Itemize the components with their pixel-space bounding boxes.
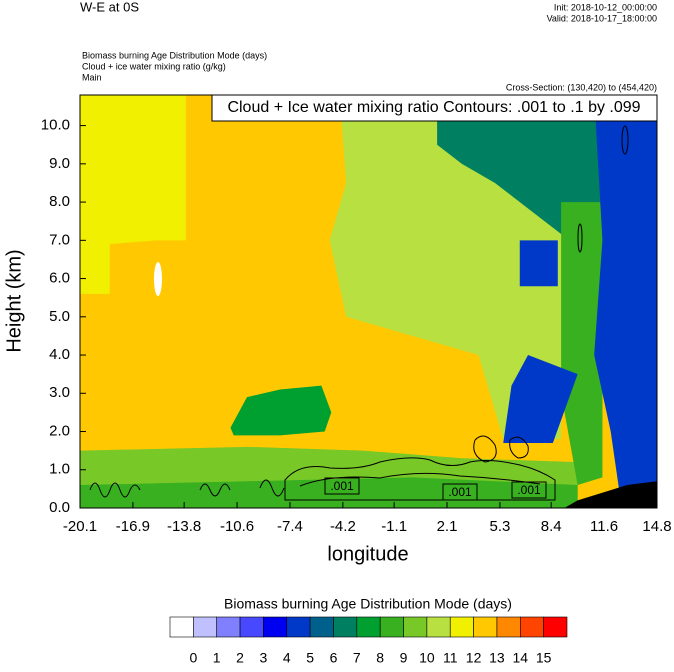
contour-line [199, 479, 285, 497]
x-tick-label: -16.9 [116, 518, 150, 535]
domain: Main [82, 72, 102, 82]
contour-label: .001 [330, 479, 354, 493]
colorbar-label: 10 [419, 650, 435, 666]
x-tick-label: 14.8 [642, 518, 671, 535]
contour-line [509, 436, 529, 459]
colorbar-label: 14 [513, 650, 529, 666]
cross-section: Cross-Section: (130,420) to (454,420) [506, 82, 657, 92]
contour-title: Cloud + Ice water mixing ratio Contours:… [227, 99, 640, 116]
contour-line [577, 223, 583, 253]
contour-title-box [211, 94, 658, 122]
y-tick-label: 7.0 [49, 231, 70, 248]
x-tick-label: 11.6 [590, 518, 618, 535]
colorbar-label: 6 [330, 650, 338, 666]
colorbar-box [216, 616, 241, 638]
y-tick-label: 10.0 [41, 117, 70, 134]
colorbar-box [426, 616, 451, 638]
contour-line [89, 482, 141, 498]
field [80, 95, 657, 508]
x-tick-label: -4.2 [330, 518, 356, 535]
colorbar-box [449, 616, 474, 638]
colorbar-label: 5 [306, 650, 314, 666]
colorbar-box [169, 616, 194, 638]
colorbar-box [379, 616, 404, 638]
colorbar-label: 2 [236, 650, 244, 666]
field-region [519, 240, 558, 287]
colorbar-label: 0 [189, 650, 197, 666]
colorbar-box [239, 616, 264, 638]
colorbar-title: Biomass burning Age Distribution Mode (d… [224, 596, 512, 612]
terrain [564, 481, 657, 508]
init-time: Init: 2018-10-12_00:00:00 [554, 2, 657, 12]
field-region [503, 355, 578, 443]
valid-time: Valid: 2018-10-17_18:00:00 [547, 13, 657, 23]
field-region [594, 95, 657, 508]
field-region [230, 385, 332, 436]
colorbar-box [543, 616, 568, 638]
chart-title: W-E at 0S [80, 0, 139, 14]
line-field: Cloud + ice water mixing ratio (g/kg) [82, 61, 226, 71]
colorbar-box [403, 616, 428, 638]
colorbar-box [286, 616, 311, 638]
colorbar-label: 11 [443, 650, 458, 666]
y-tick-label: 3.0 [49, 384, 70, 401]
x-tick-label: -7.4 [277, 518, 303, 535]
colorbar-box [193, 616, 218, 638]
colorbar-label: 3 [260, 650, 268, 666]
y-tick-label: 4.0 [49, 346, 70, 363]
contour-label: .001 [448, 485, 472, 499]
colorbar-box [356, 616, 381, 638]
x-tick-label: -10.6 [220, 518, 254, 535]
colorbar-box [473, 616, 498, 638]
fill-field: Biomass burning Age Distribution Mode (d… [82, 50, 267, 60]
contour-label-box [511, 481, 547, 499]
colorbar-label: 9 [400, 650, 408, 666]
x-tick-label: 2.1 [437, 518, 458, 535]
colorbar-label: 15 [536, 650, 552, 666]
y-tick-label: 8.0 [49, 193, 70, 210]
y-tick-label: 1.0 [49, 461, 70, 478]
contour-line [284, 457, 556, 501]
x-tick-label: 8.4 [541, 518, 562, 535]
colorbar-label: 13 [489, 650, 505, 666]
colorbar-box [519, 616, 544, 638]
y-tick-label: 9.0 [49, 155, 70, 172]
colorbar-label: 1 [213, 650, 221, 666]
contour-line [621, 125, 629, 155]
x-tick-label: -1.1 [381, 518, 407, 535]
colorbar-box [309, 616, 334, 638]
colorbar-box [496, 616, 521, 638]
contour-label-box [324, 477, 360, 495]
contour-label-box [442, 483, 478, 501]
y-tick-label: 5.0 [49, 308, 70, 325]
colorbar-box [333, 616, 358, 638]
contour-label: .001 [517, 483, 541, 497]
colorbar-label: 12 [466, 650, 482, 666]
x-tick-label: 5.3 [490, 518, 511, 535]
y-axis-label: Height (km) [3, 249, 25, 352]
colorbar-label: 8 [376, 650, 384, 666]
x-axis-label: longitude [327, 543, 408, 565]
contour-line [473, 435, 497, 463]
field-region [80, 95, 186, 294]
y-tick-label: 0.0 [49, 499, 70, 516]
y-tick-label: 6.0 [49, 270, 70, 287]
field-blob [154, 262, 162, 296]
colorbar-label: 7 [353, 650, 361, 666]
colorbar-box [263, 616, 288, 638]
field-region [561, 202, 603, 486]
y-tick-label: 2.0 [49, 422, 70, 439]
contour-labels: .001 .001 .001 [324, 477, 547, 501]
colorbar-label: 4 [283, 650, 291, 666]
x-tick-label: -13.8 [167, 518, 201, 535]
x-tick-label: -20.1 [63, 518, 97, 535]
